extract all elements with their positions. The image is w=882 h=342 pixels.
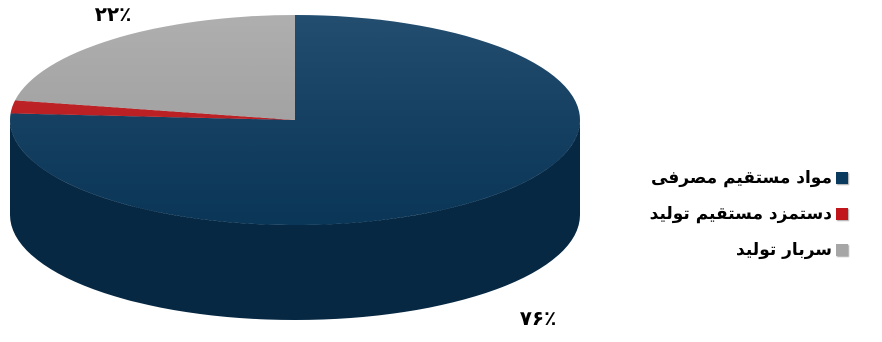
chart-legend: مواد مستقیم مصرفی دستمزد مستقیم تولید سر… bbox=[650, 160, 848, 268]
pie-top-sheen bbox=[10, 15, 580, 225]
data-label-overhead: ۲۲٪ bbox=[95, 2, 132, 26]
pie-side-direct-materials bbox=[10, 120, 580, 320]
pie-data-labels: ۷۶٪ ۲۲٪ bbox=[95, 2, 557, 330]
pie-slices bbox=[9, 15, 580, 320]
legend-label-overhead: سربار تولید bbox=[736, 240, 832, 260]
legend-item-direct-materials: مواد مستقیم مصرفی bbox=[650, 160, 848, 196]
data-label-direct-materials: ۷۶٪ bbox=[520, 306, 557, 330]
legend-item-direct-labor: دستمزد مستقیم تولید bbox=[650, 196, 848, 232]
legend-label-direct-materials: مواد مستقیم مصرفی bbox=[650, 168, 832, 188]
legend-swatch-overhead bbox=[836, 244, 848, 256]
legend-swatch-direct-materials bbox=[836, 172, 848, 184]
legend-swatch-direct-labor bbox=[836, 208, 848, 220]
legend-label-direct-labor: دستمزد مستقیم تولید bbox=[649, 204, 832, 224]
legend-item-overhead: سربار تولید bbox=[650, 232, 848, 268]
